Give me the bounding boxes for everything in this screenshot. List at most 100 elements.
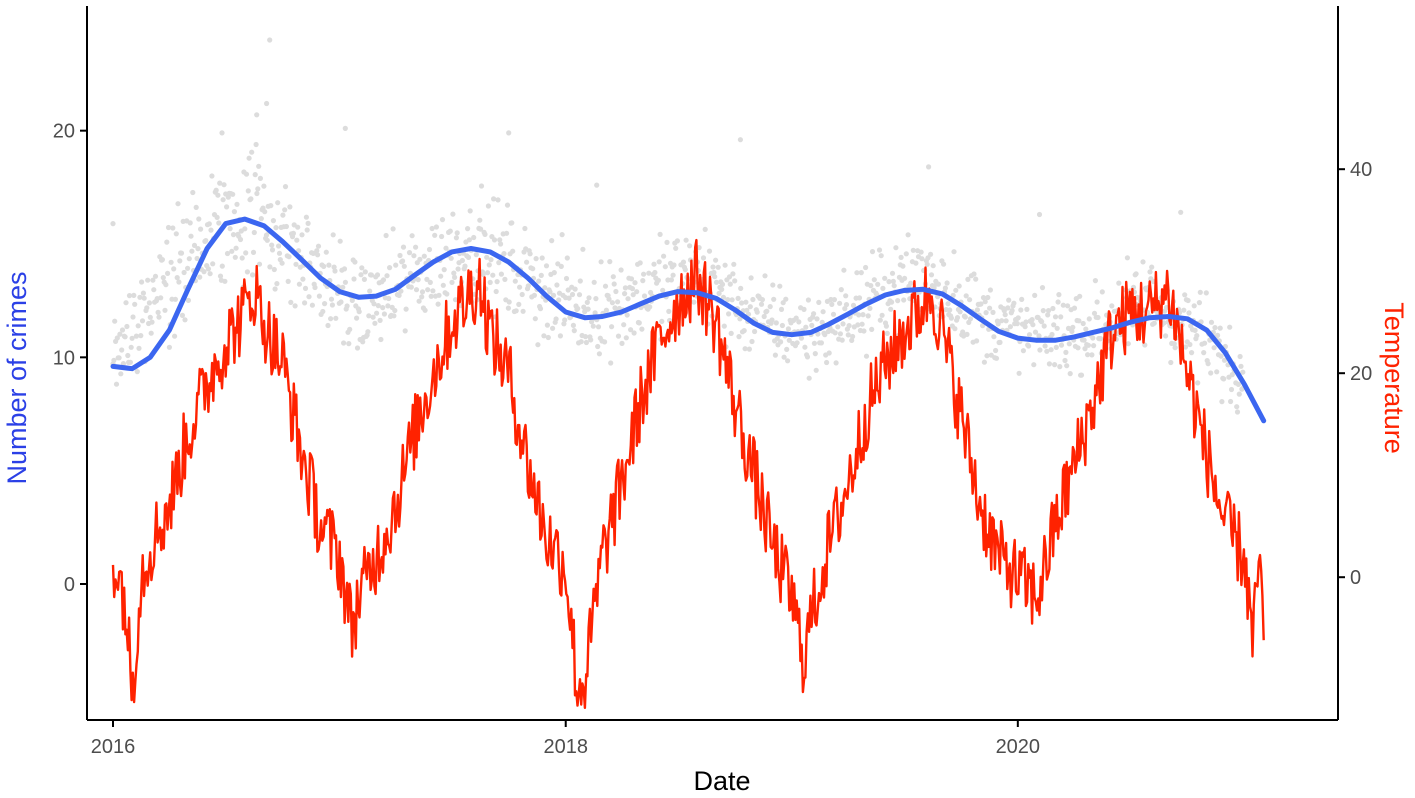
data-point xyxy=(233,245,239,251)
data-point xyxy=(190,189,196,196)
data-point xyxy=(134,369,140,375)
data-point xyxy=(785,326,792,332)
data-point xyxy=(1147,269,1153,275)
data-point xyxy=(276,243,282,249)
data-point xyxy=(691,299,697,305)
data-point xyxy=(1187,341,1193,348)
data-point xyxy=(296,248,302,254)
data-point xyxy=(162,307,168,313)
data-point xyxy=(737,316,743,322)
data-point xyxy=(331,264,337,270)
data-point xyxy=(1019,296,1025,302)
data-point xyxy=(786,337,792,343)
axes xyxy=(80,6,1345,727)
data-point xyxy=(1217,325,1223,331)
data-point xyxy=(419,289,426,295)
data-point xyxy=(636,320,642,326)
data-point xyxy=(924,261,930,267)
data-point xyxy=(865,313,871,319)
data-point xyxy=(201,269,207,275)
data-point xyxy=(861,328,867,334)
data-point xyxy=(1032,329,1039,335)
data-point xyxy=(1168,359,1174,366)
data-point xyxy=(419,294,425,300)
data-point xyxy=(902,275,908,281)
data-point xyxy=(374,272,381,278)
data-point xyxy=(963,293,969,299)
data-point xyxy=(952,326,958,332)
data-point xyxy=(133,333,139,339)
data-point xyxy=(1195,380,1201,386)
data-point xyxy=(876,247,883,253)
data-point xyxy=(118,371,124,377)
data-point xyxy=(237,236,244,243)
data-point xyxy=(727,281,733,287)
data-point xyxy=(296,281,302,287)
data-point xyxy=(1212,325,1218,331)
data-point xyxy=(806,375,812,381)
data-point xyxy=(255,186,261,192)
data-point xyxy=(447,228,453,234)
data-point xyxy=(258,216,264,222)
data-point xyxy=(151,287,157,293)
data-point xyxy=(194,255,200,262)
data-point xyxy=(674,238,681,244)
data-point xyxy=(993,347,999,354)
data-point xyxy=(165,224,172,231)
data-point xyxy=(213,187,219,193)
data-point xyxy=(903,251,909,257)
data-point xyxy=(425,287,431,293)
data-point xyxy=(1196,300,1202,306)
data-point xyxy=(565,287,571,293)
data-point xyxy=(655,277,662,283)
data-point xyxy=(841,267,847,273)
data-point xyxy=(250,272,256,278)
data-point xyxy=(280,212,286,218)
data-point xyxy=(856,312,862,318)
data-point xyxy=(341,266,348,272)
data-point xyxy=(706,248,713,254)
data-point xyxy=(838,287,844,293)
data-point xyxy=(673,245,679,251)
data-point xyxy=(421,253,427,259)
data-point xyxy=(628,276,635,282)
data-point xyxy=(762,273,768,279)
data-point xyxy=(177,258,183,264)
data-point xyxy=(408,284,414,290)
data-point xyxy=(304,227,310,233)
data-point xyxy=(582,334,589,340)
data-point xyxy=(591,279,597,285)
data-point xyxy=(315,252,321,258)
data-point xyxy=(818,340,825,346)
data-point xyxy=(1023,319,1029,325)
data-point xyxy=(498,271,504,277)
data-point xyxy=(452,274,458,280)
data-point xyxy=(850,333,856,340)
data-point xyxy=(845,332,851,338)
data-point xyxy=(1055,299,1061,305)
data-point xyxy=(871,277,877,283)
data-point xyxy=(1039,285,1046,291)
data-point xyxy=(1221,357,1228,363)
data-point xyxy=(875,281,881,287)
data-point xyxy=(125,352,131,359)
data-point xyxy=(147,314,153,320)
data-point xyxy=(400,244,407,250)
data-point xyxy=(967,316,974,322)
data-point xyxy=(1030,322,1036,328)
data-point xyxy=(832,330,838,336)
data-point xyxy=(429,225,435,232)
data-point xyxy=(869,249,876,255)
data-point xyxy=(741,328,747,334)
data-point xyxy=(286,254,292,260)
data-point xyxy=(253,141,259,148)
data-point xyxy=(854,270,860,276)
data-point xyxy=(377,317,383,323)
data-point xyxy=(930,263,936,269)
data-point xyxy=(637,260,643,266)
data-point xyxy=(451,270,457,276)
data-point xyxy=(1045,312,1051,318)
data-point xyxy=(1069,328,1075,334)
data-point xyxy=(811,311,817,317)
data-point xyxy=(342,125,348,131)
